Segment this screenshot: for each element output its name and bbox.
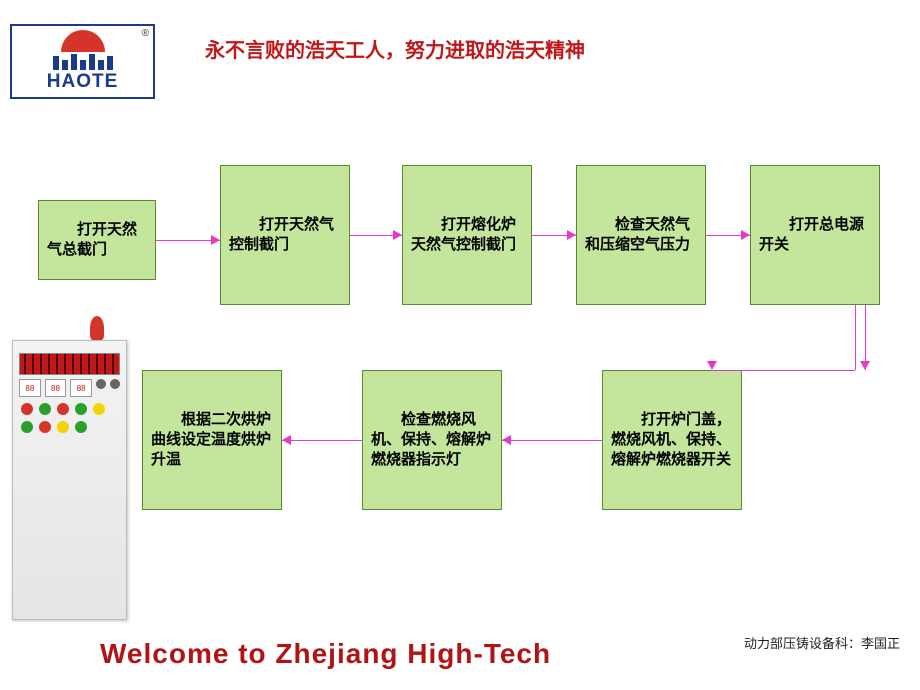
arrow-head-icon [393,230,402,240]
credit-text: 动力部压铸设备科：李国正 [744,633,900,652]
logo-bars-icon [53,54,113,70]
logo-text: HAOTE [47,71,119,93]
control-panel-image: 88 88 88 [12,340,127,620]
arrow-head-icon [211,235,220,245]
arrow-head-icon [741,230,750,240]
flow-arrow [712,370,855,371]
panel-knob-icon [96,379,106,389]
panel-buttons [21,403,118,433]
flow-node: 打开炉门盖，燃烧风机、保持、熔解炉燃烧器开关 [602,370,742,510]
flow-node: 检查燃烧风机、保持、熔解炉燃烧器指示灯 [362,370,502,510]
panel-display: 88 [70,379,92,397]
panel-led-strip [19,353,120,375]
panel-display: 88 [45,379,67,397]
panel-button-icon [39,403,51,415]
flow-node: 打开天然气控制截门 [220,165,350,305]
panel-button-icon [21,403,33,415]
flow-node: 打开天然气总截门 [38,200,156,280]
panel-button-icon [75,421,87,433]
alarm-light-icon [90,316,104,340]
footer-welcome: Welcome to Zhejiang High-Tech [100,638,551,670]
panel-button-icon [57,403,69,415]
flow-arrow [502,440,602,441]
panel-button-icon [21,421,33,433]
logo: ® HAOTE [10,24,155,99]
arrow-head-icon [502,435,511,445]
arrow-head-icon [707,361,717,370]
slogan-text: 永不言败的浩天工人，努力进取的浩天精神 [205,34,585,63]
flow-arrow [855,305,856,370]
panel-button-icon [39,421,51,433]
panel-button-icon [75,403,87,415]
flow-node: 根据二次烘炉曲线设定温度烘炉升温 [142,370,282,510]
registered-mark: ® [142,28,149,39]
flow-node: 打开熔化炉天然气控制截门 [402,165,532,305]
logo-sun-icon [61,30,105,52]
panel-display-row: 88 88 88 [19,379,120,397]
panel-display: 88 [19,379,41,397]
panel-knob-icon [110,379,120,389]
arrow-head-icon [860,361,870,370]
flow-node: 检查天然气和压缩空气压力 [576,165,706,305]
panel-button-icon [57,421,69,433]
arrow-head-icon [282,435,291,445]
flow-arrow [282,440,362,441]
flow-node: 打开总电源开关 [750,165,880,305]
panel-button-icon [93,403,105,415]
arrow-head-icon [567,230,576,240]
